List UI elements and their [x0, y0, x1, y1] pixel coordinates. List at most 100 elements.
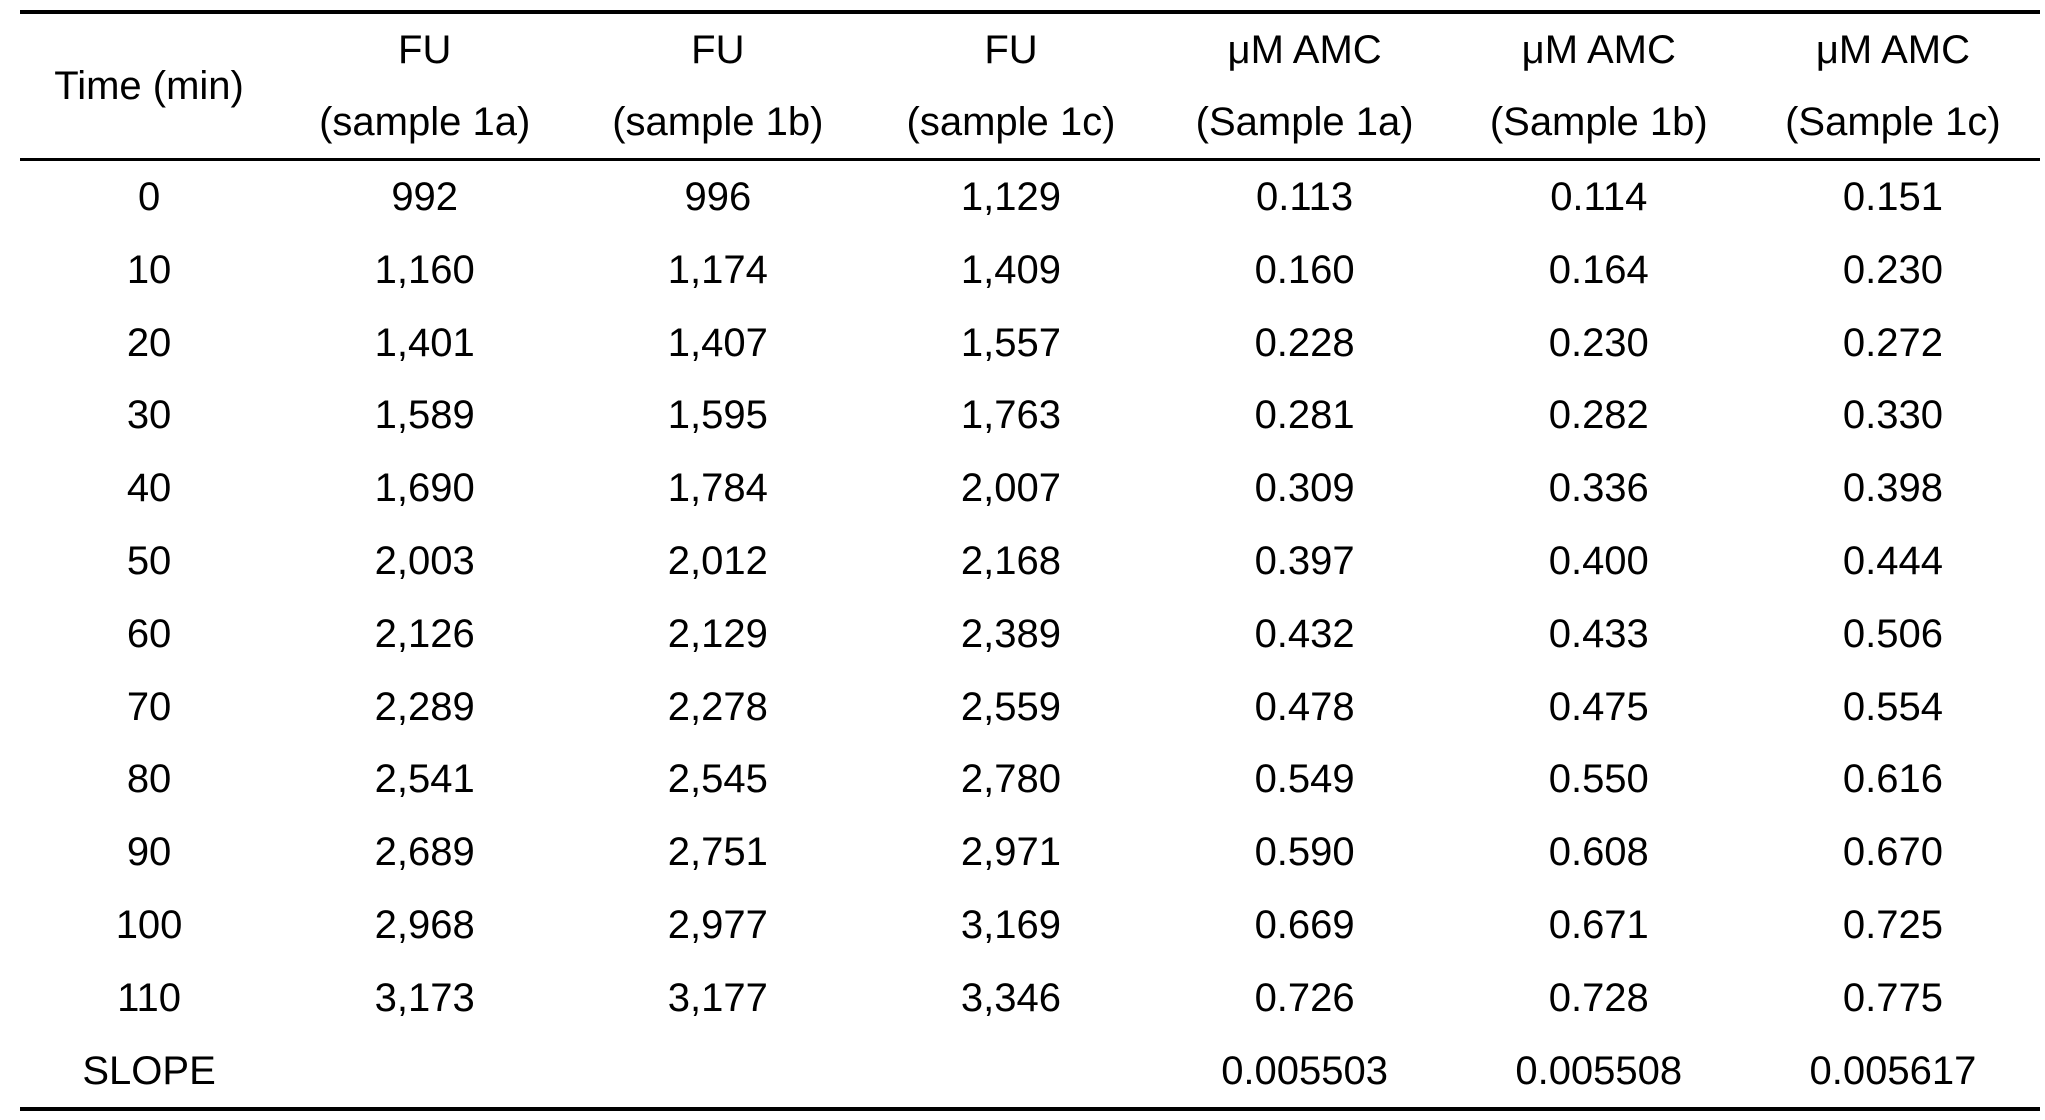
table-cell: 2,559 [960, 684, 1062, 729]
table-cell: 2,129 [667, 611, 768, 656]
table-cell: 40 [126, 466, 172, 511]
table-row: 10 1,160 1,174 1,409 0.160 0.164 0.230 [20, 234, 2040, 307]
column-header-line: μM AMC [1815, 28, 1970, 72]
table-cell [278, 1034, 572, 1112]
table-cell: 2,751 [667, 830, 768, 875]
table-cell: 0.398 [1842, 466, 1943, 511]
table-cell: 0.114 [1550, 175, 1648, 219]
table-cell: 0.400 [1548, 538, 1649, 583]
table-cell: 0.113 [1256, 175, 1354, 219]
table-cell: 0.506 [1842, 611, 1943, 656]
table-cell: 0.282 [1548, 393, 1649, 438]
table-cell: 0.228 [1254, 320, 1355, 365]
table-cell: 1,690 [374, 466, 475, 511]
table-cell: 2,278 [667, 684, 768, 729]
table-cell: 3,346 [960, 975, 1062, 1020]
slope-value: 0.005508 [1451, 1034, 1746, 1112]
table-cell: 2,003 [374, 538, 475, 583]
table-cell [864, 1034, 1158, 1112]
data-table-container: Time (min) FU (sample 1a) FU (sample 1b)… [20, 10, 2040, 1112]
table-cell: 0.230 [1842, 247, 1943, 292]
table-row: 60 2,126 2,129 2,389 0.432 0.433 0.506 [20, 598, 2040, 671]
table-cell: 2,689 [374, 830, 475, 875]
column-header-line: (sample 1b) [612, 100, 824, 144]
column-header-amc-1b: μM AMC (Sample 1b) [1451, 10, 1746, 161]
table-cell: 0.151 [1842, 175, 1943, 219]
table-row: 110 3,173 3,177 3,346 0.726 0.728 0.775 [20, 962, 2040, 1035]
table-cell: 1,401 [374, 320, 475, 365]
table-cell: 0 [137, 175, 161, 219]
table-cell: 0.549 [1254, 757, 1355, 802]
column-header-fu-1c: FU (sample 1c) [864, 10, 1158, 161]
table-cell: 0.608 [1548, 830, 1649, 875]
table-cell: 1,160 [374, 247, 475, 292]
table-cell: 0.554 [1842, 684, 1943, 729]
column-header-fu-1b: FU (sample 1b) [571, 10, 865, 161]
table-cell: 70 [126, 684, 172, 729]
table-cell: 50 [126, 538, 172, 583]
column-header-line: FU [984, 28, 1038, 72]
table-cell: 80 [126, 757, 172, 802]
column-header-line: (sample 1a) [319, 100, 531, 144]
table-cell: 2,389 [960, 611, 1062, 656]
table-cell: 0.725 [1842, 902, 1943, 947]
table-cell: 3,169 [960, 902, 1062, 947]
table-cell: 2,545 [667, 757, 768, 802]
table-cell: 1,763 [960, 393, 1062, 438]
table-cell: 0.726 [1254, 975, 1355, 1020]
table-cell: 0.550 [1548, 757, 1649, 802]
table-cell: 110 [117, 975, 181, 1020]
table-row: 0 992 996 1,129 0.113 0.114 0.151 [20, 160, 2040, 234]
column-header-line: FU [398, 28, 452, 72]
table-cell: 2,126 [374, 611, 475, 656]
table-cell: 2,289 [374, 684, 475, 729]
table-cell: 100 [115, 902, 183, 947]
table-cell: 1,409 [960, 247, 1062, 292]
column-header-time: Time (min) [20, 10, 279, 161]
table-cell: 90 [126, 830, 172, 875]
table-cell: 1,557 [960, 320, 1062, 365]
table-cell: 2,007 [960, 466, 1062, 511]
table-cell: 0.272 [1842, 320, 1943, 365]
table-cell: 2,780 [960, 757, 1062, 802]
table-cell: 0.336 [1548, 466, 1649, 511]
column-header-line: μM AMC [1227, 28, 1382, 72]
slope-row: SLOPE 0.005503 0.005508 0.005617 [20, 1034, 2040, 1112]
table-row: 20 1,401 1,407 1,557 0.228 0.230 0.272 [20, 307, 2040, 380]
data-table: Time (min) FU (sample 1a) FU (sample 1b)… [20, 10, 2040, 1112]
table-cell: 2,168 [960, 538, 1062, 583]
table-cell: 20 [126, 320, 172, 365]
table-cell: 1,784 [667, 466, 768, 511]
table-body: 0 992 996 1,129 0.113 0.114 0.151 10 1,1… [20, 160, 2040, 1112]
table-cell: 2,012 [667, 538, 768, 583]
table-cell: 1,589 [374, 393, 475, 438]
table-row: 80 2,541 2,545 2,780 0.549 0.550 0.616 [20, 743, 2040, 816]
table-cell: 996 [684, 175, 752, 219]
column-header-line: Time (min) [54, 64, 244, 108]
table-cell: 0.616 [1842, 757, 1943, 802]
table-cell: 3,177 [667, 975, 768, 1020]
slope-value: 0.005617 [1745, 1034, 2040, 1112]
table-cell: 2,968 [374, 902, 475, 947]
table-cell: 0.444 [1842, 538, 1943, 583]
table-cell: 0.230 [1548, 320, 1649, 365]
table-cell: 0.397 [1254, 538, 1355, 583]
table-cell: 1,174 [667, 247, 768, 292]
table-cell: 0.671 [1548, 902, 1649, 947]
table-row: 50 2,003 2,012 2,168 0.397 0.400 0.444 [20, 525, 2040, 598]
table-cell: 0.160 [1254, 247, 1355, 292]
table-cell: 0.478 [1254, 684, 1355, 729]
table-row: 70 2,289 2,278 2,559 0.478 0.475 0.554 [20, 671, 2040, 744]
table-cell: 0.670 [1842, 830, 1943, 875]
table-cell: 60 [126, 611, 172, 656]
table-header: Time (min) FU (sample 1a) FU (sample 1b)… [20, 10, 2040, 161]
column-header-fu-1a: FU (sample 1a) [278, 10, 572, 161]
table-cell: 2,971 [960, 830, 1062, 875]
column-header-line: (Sample 1c) [1785, 100, 2001, 144]
column-header-line: μM AMC [1521, 28, 1676, 72]
table-cell: 0.164 [1548, 247, 1649, 292]
table-cell: 0.330 [1842, 393, 1943, 438]
column-header-line: (sample 1c) [906, 100, 1116, 144]
slope-label: SLOPE [20, 1034, 279, 1112]
table-row: 40 1,690 1,784 2,007 0.309 0.336 0.398 [20, 452, 2040, 525]
